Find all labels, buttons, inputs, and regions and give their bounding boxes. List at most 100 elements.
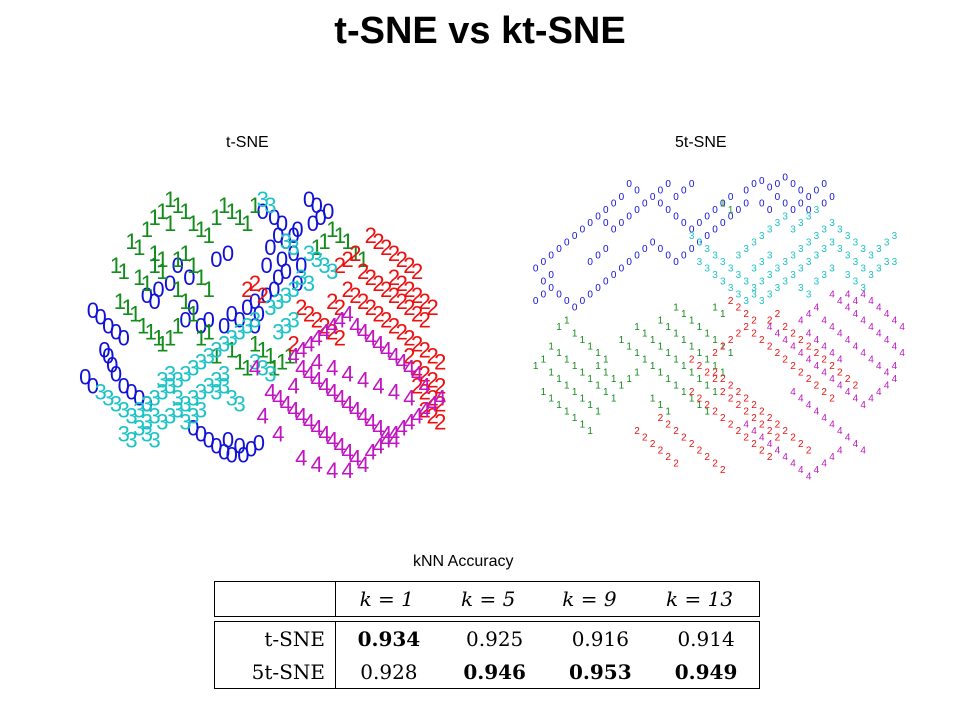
digit-1-point: 1: [203, 223, 215, 248]
digit-0-point: 0: [626, 179, 632, 190]
digit-4-point: 4: [767, 439, 773, 450]
digit-4-point: 4: [853, 394, 859, 405]
digit-4-point: 4: [775, 329, 781, 340]
digit-3-point: 3: [775, 218, 781, 229]
digit-0-point: 0: [195, 422, 207, 447]
digit-2-point: 2: [689, 439, 695, 450]
digit-3-point: 3: [775, 264, 781, 275]
digit-4-point: 4: [326, 313, 338, 338]
digit-4-point: 4: [884, 309, 890, 320]
digit-0-point: 0: [172, 253, 184, 278]
digit-2-point: 2: [311, 307, 323, 332]
digit-3-point: 3: [814, 277, 820, 288]
digit-2-point: 2: [341, 247, 353, 272]
digit-3-point: 3: [775, 283, 781, 294]
digit-1-point: 1: [720, 199, 726, 210]
digit-3-point: 3: [759, 296, 765, 307]
digit-0-point: 0: [314, 205, 326, 230]
digit-1-point: 1: [572, 361, 578, 372]
digit-4-point: 4: [814, 465, 820, 476]
digit-3-point: 3: [164, 362, 176, 387]
digit-1-point: 1: [210, 205, 222, 230]
digit-4-point: 4: [806, 400, 812, 411]
digit-0-point: 0: [665, 205, 671, 216]
digit-3-point: 3: [118, 422, 130, 447]
digit-4-point: 4: [272, 386, 284, 411]
digit-1-point: 1: [125, 229, 137, 254]
digit-3-point: 3: [187, 355, 199, 380]
digit-2-point: 2: [798, 439, 804, 450]
digit-4-point: 4: [759, 433, 765, 444]
digit-1-point: 1: [172, 247, 184, 272]
digit-4-point: 4: [829, 290, 835, 301]
digit-0-point: 0: [619, 218, 625, 229]
digit-1-point: 1: [233, 205, 245, 230]
digit-3-point: 3: [689, 231, 695, 242]
digit-4-point: 4: [388, 380, 400, 405]
digit-3-point: 3: [892, 231, 898, 242]
digit-0-point: 0: [179, 307, 191, 332]
digit-4-point: 4: [829, 322, 835, 333]
digit-4-point: 4: [372, 331, 384, 356]
digit-1-point: 1: [728, 205, 734, 216]
digit-2-point: 2: [736, 303, 742, 314]
digit-3-point: 3: [210, 380, 222, 405]
digit-2-point: 2: [403, 295, 415, 320]
digit-4-point: 4: [287, 398, 299, 423]
digit-1-point: 1: [580, 394, 586, 405]
digit-4-point: 4: [396, 416, 408, 441]
digit-3-point: 3: [133, 398, 145, 423]
digit-3-point: 3: [704, 264, 710, 275]
digit-1-point: 1: [712, 303, 718, 314]
digit-0-point: 0: [287, 223, 299, 248]
digit-4-point: 4: [806, 355, 812, 366]
digit-0-point: 0: [806, 192, 812, 203]
digit-1-point: 1: [141, 217, 153, 242]
digit-3-point: 3: [868, 270, 874, 281]
digit-0-point: 0: [782, 173, 788, 184]
digit-0-point: 0: [268, 277, 280, 302]
digit-0-point: 0: [118, 325, 130, 350]
digit-1-point: 1: [210, 343, 222, 368]
digit-3-point: 3: [743, 244, 749, 255]
digit-3-point: 3: [876, 264, 882, 275]
digit-3-point: 3: [110, 392, 122, 417]
digit-3-point: 3: [837, 244, 843, 255]
digit-3-point: 3: [767, 270, 773, 281]
digit-4-point: 4: [743, 420, 749, 431]
digit-0-point: 0: [233, 307, 245, 332]
digit-1-point: 1: [284, 343, 296, 368]
digit-4-point: 4: [892, 374, 898, 385]
digit-4-point: 4: [295, 337, 307, 362]
digit-2-point: 2: [665, 452, 671, 463]
digit-0-point: 0: [260, 283, 272, 308]
digit-3-point: 3: [782, 257, 788, 268]
digit-4-point: 4: [380, 428, 392, 453]
table-cell: 0.953: [569, 659, 632, 684]
digit-2-point: 2: [419, 398, 431, 423]
digit-1-point: 1: [580, 420, 586, 431]
digit-3-point: 3: [782, 277, 788, 288]
digit-2-point: 2: [743, 433, 749, 444]
digit-1-point: 1: [665, 407, 671, 418]
digit-2-point: 2: [782, 426, 788, 437]
digit-2-point: 2: [837, 368, 843, 379]
digit-2-point: 2: [689, 387, 695, 398]
digit-0-point: 0: [272, 265, 284, 290]
digit-4-point: 4: [341, 362, 353, 387]
table-cell: 0.934: [357, 626, 421, 651]
column-header: k = 5: [460, 587, 516, 611]
digit-1-point: 1: [650, 394, 656, 405]
digit-0-point: 0: [548, 270, 554, 281]
digit-2-point: 2: [806, 446, 812, 457]
digit-2-point: 2: [821, 387, 827, 398]
digit-3-point: 3: [821, 270, 827, 281]
digit-1-point: 1: [179, 289, 191, 314]
digit-2-point: 2: [426, 343, 438, 368]
digit-0-point: 0: [148, 289, 160, 314]
digit-1-point: 1: [595, 381, 601, 392]
digit-1-point: 1: [720, 309, 726, 320]
digit-0-point: 0: [658, 199, 664, 210]
digit-2-point: 2: [681, 433, 687, 444]
digit-2-point: 2: [642, 433, 648, 444]
